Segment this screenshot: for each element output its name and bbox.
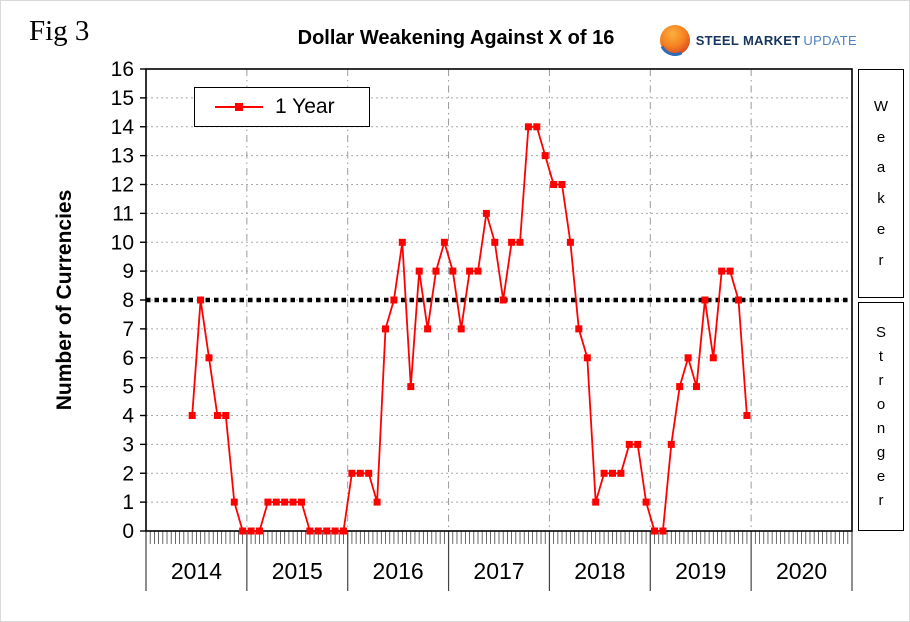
svg-text:10: 10 <box>111 231 134 254</box>
legend-box: 1 Year <box>194 87 370 127</box>
legend-series-label: 1 Year <box>275 95 335 118</box>
legend-series-marker-icon <box>215 106 263 108</box>
svg-text:11: 11 <box>112 202 134 225</box>
svg-text:4: 4 <box>122 405 134 428</box>
svg-text:16: 16 <box>111 58 134 81</box>
svg-text:2: 2 <box>122 462 134 485</box>
svg-text:13: 13 <box>111 145 134 168</box>
svg-text:0: 0 <box>122 520 134 543</box>
logo-text: STEEL MARKET UPDATE <box>696 33 857 48</box>
svg-text:2016: 2016 <box>373 558 424 584</box>
y-axis-title: Number of Currencies <box>53 189 76 411</box>
chart-title: Dollar Weakening Against X of 16 <box>297 27 615 49</box>
globe-sphere-icon <box>659 25 690 55</box>
svg-text:3: 3 <box>122 433 134 456</box>
svg-text:9: 9 <box>122 260 134 283</box>
steel-market-update-logo: STEEL MARKET UPDATE <box>659 25 857 55</box>
svg-text:15: 15 <box>111 87 134 110</box>
svg-text:5: 5 <box>122 376 134 399</box>
svg-text:1: 1 <box>122 491 134 514</box>
logo-word-update: UPDATE <box>803 32 857 48</box>
logo-word-market: MARKET <box>743 32 801 48</box>
svg-text:14: 14 <box>111 116 135 139</box>
svg-text:8: 8 <box>122 289 134 312</box>
figure-number-label: Fig 3 <box>29 15 90 47</box>
svg-text:2020: 2020 <box>776 558 827 584</box>
svg-text:2017: 2017 <box>473 558 524 584</box>
svg-text:7: 7 <box>122 318 134 341</box>
svg-text:12: 12 <box>111 174 134 197</box>
svg-text:2014: 2014 <box>171 558 222 584</box>
svg-text:6: 6 <box>122 347 134 370</box>
svg-text:2015: 2015 <box>272 558 323 584</box>
svg-text:2019: 2019 <box>675 558 726 584</box>
svg-text:2018: 2018 <box>574 558 625 584</box>
logo-word-steel: STEEL <box>695 32 740 48</box>
